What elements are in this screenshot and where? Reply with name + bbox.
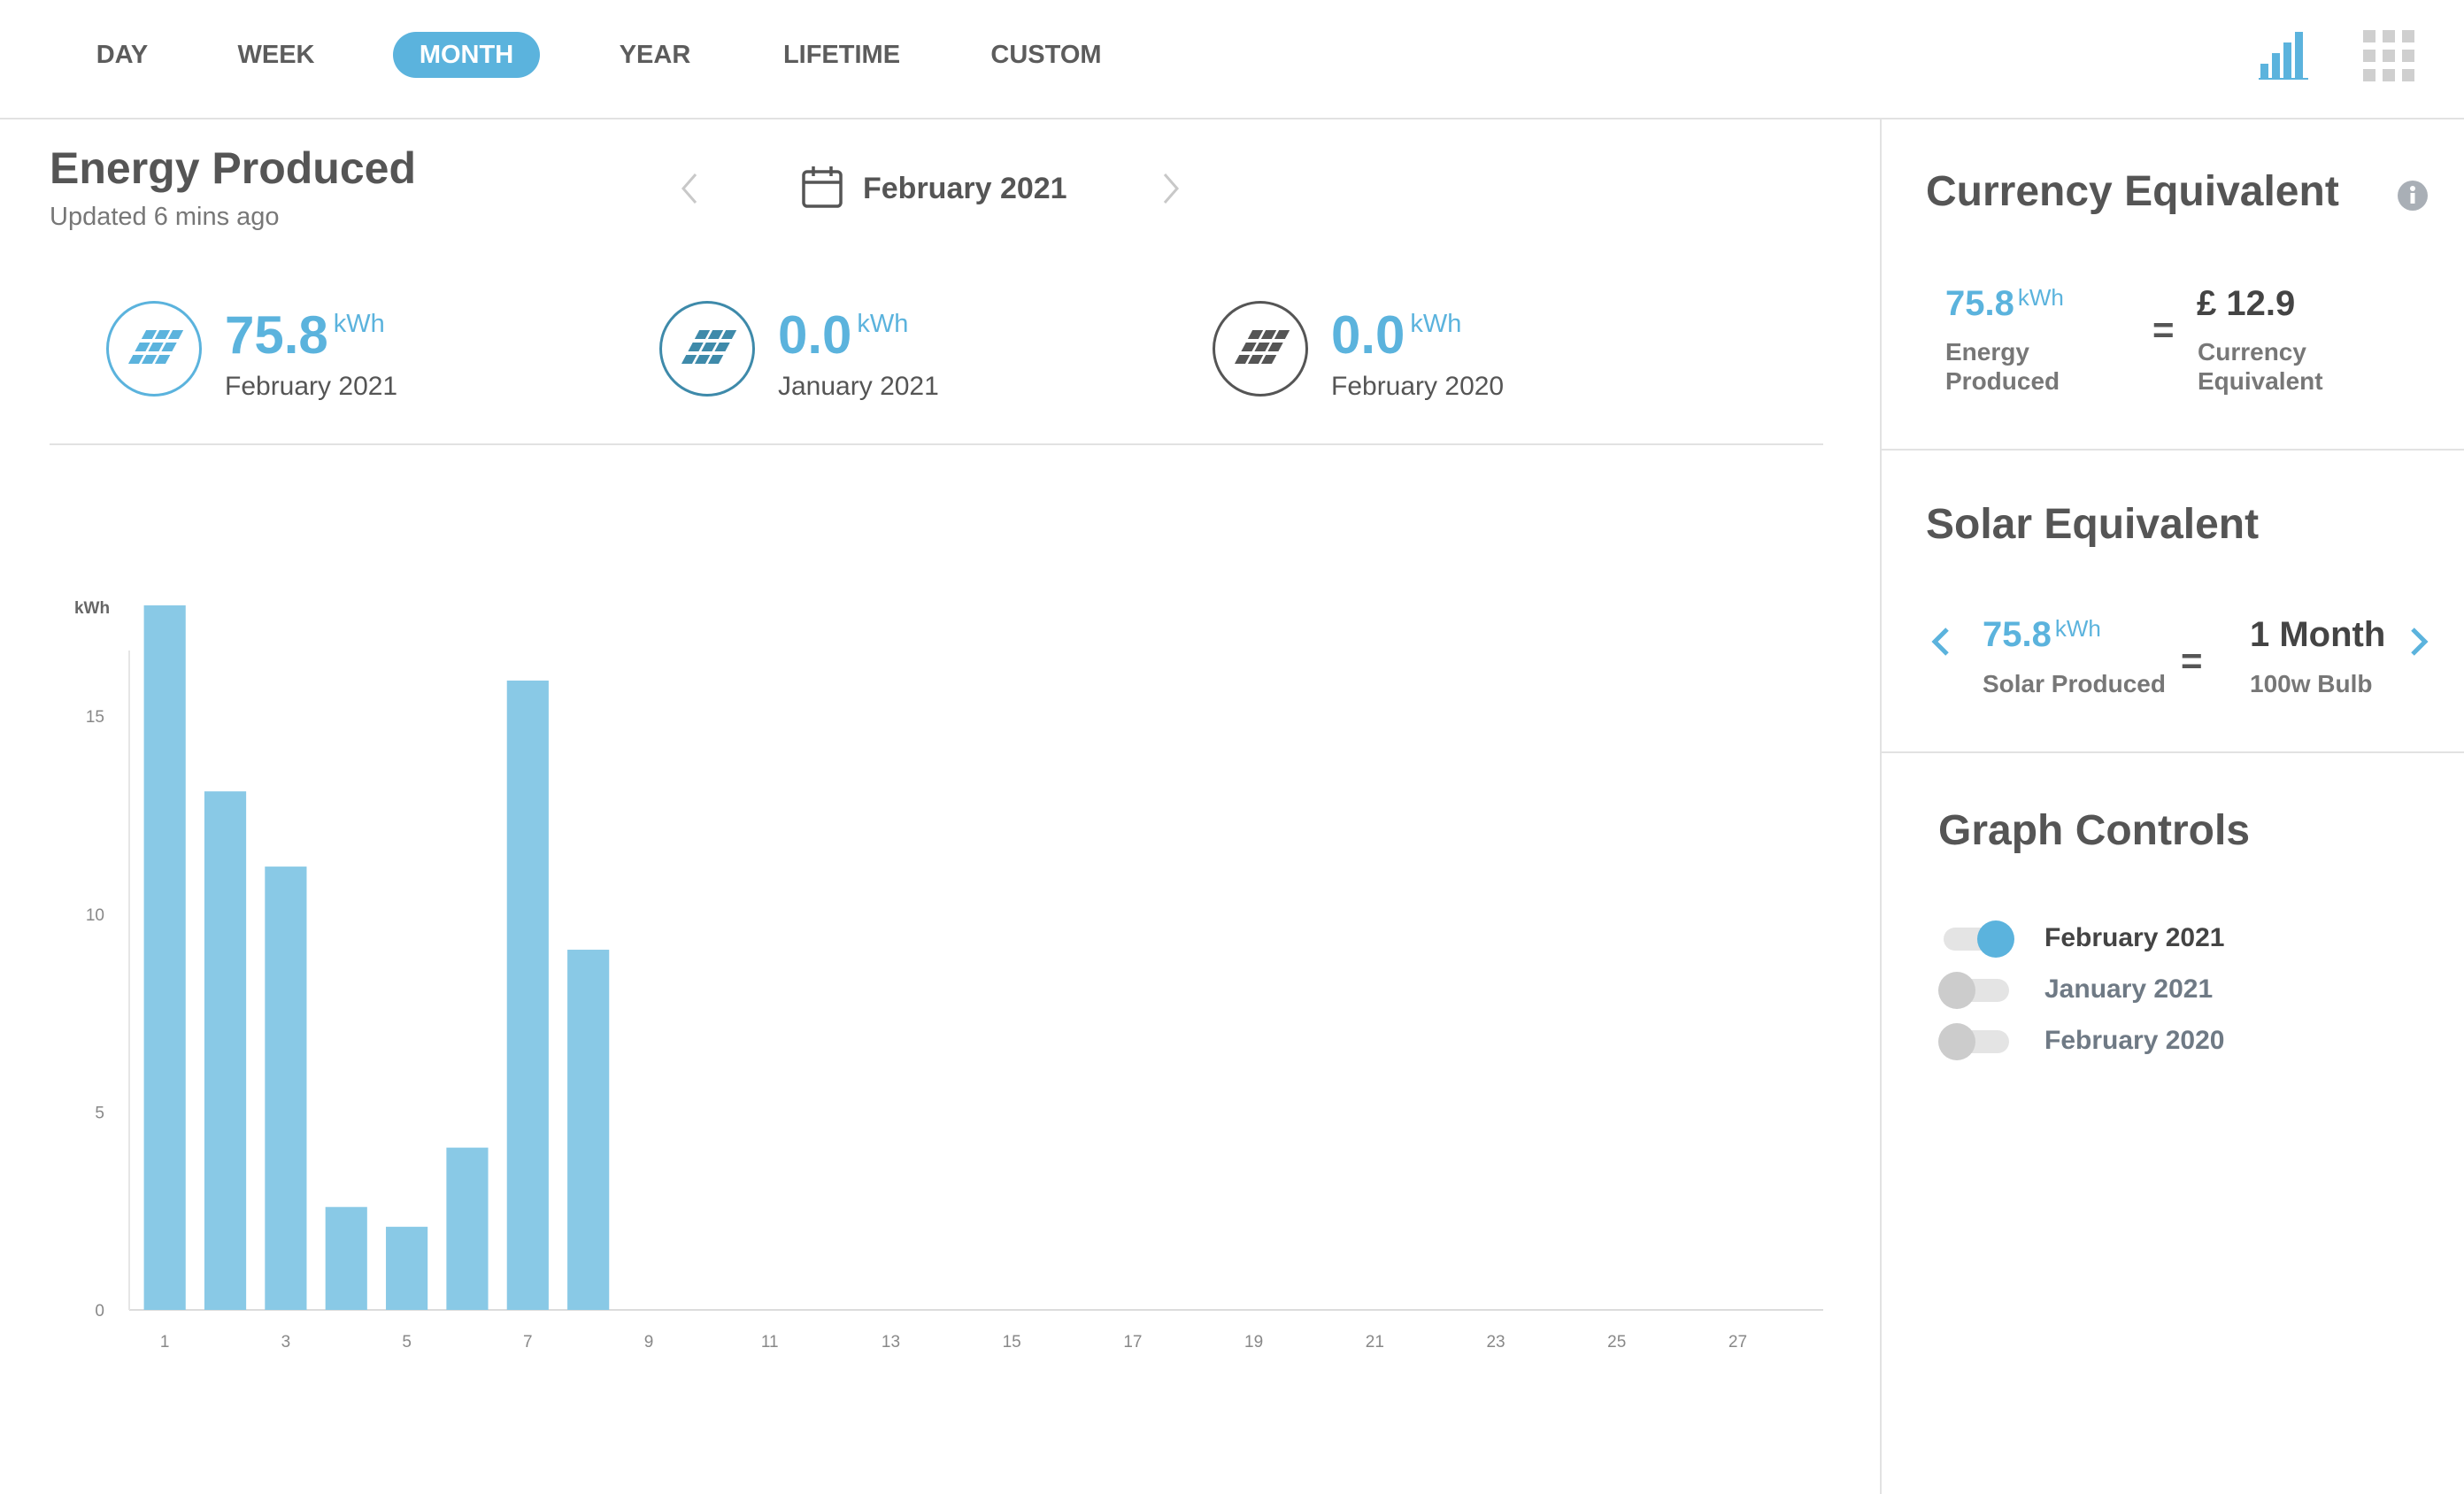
currency-result-label: Currency Equivalent bbox=[2198, 338, 2323, 395]
stat-previous-month: 0.0 kWh January 2021 bbox=[659, 301, 978, 404]
graph-controls-title: Graph Controls bbox=[1938, 807, 2251, 854]
grid-icon[interactable] bbox=[2363, 30, 2414, 81]
equals-sign: = bbox=[2152, 309, 2175, 350]
y-tick-label: 10 bbox=[86, 906, 104, 925]
y-tick-label: 0 bbox=[95, 1302, 104, 1321]
bar bbox=[506, 680, 549, 1310]
tab-day[interactable]: DAY bbox=[96, 41, 149, 69]
toggle-series-january-2021[interactable] bbox=[1938, 972, 2009, 1009]
x-tick-label: 1 bbox=[160, 1333, 170, 1352]
bar bbox=[325, 1206, 367, 1310]
next-period-arrow[interactable] bbox=[1158, 171, 1184, 206]
currency-energy-value: 75.8 kWh bbox=[1945, 284, 2064, 323]
bar bbox=[204, 791, 247, 1310]
bar bbox=[567, 950, 610, 1310]
divider bbox=[1882, 751, 2464, 753]
stat-previous-year: 0.0 kWh February 2020 bbox=[1213, 301, 1531, 404]
y-tick-label: 15 bbox=[86, 708, 104, 727]
updated-text: Updated 6 mins ago bbox=[50, 203, 280, 231]
toggle-label: February 2021 bbox=[2044, 923, 2225, 952]
x-tick-label: 25 bbox=[1607, 1333, 1626, 1352]
bar bbox=[386, 1227, 428, 1310]
info-icon[interactable] bbox=[2397, 180, 2429, 212]
prev-equivalent-arrow[interactable] bbox=[1929, 624, 1952, 659]
x-tick-label: 11 bbox=[761, 1333, 779, 1352]
tab-week[interactable]: WEEK bbox=[237, 41, 315, 69]
tab-year[interactable]: YEAR bbox=[619, 41, 691, 69]
tab-lifetime[interactable]: LIFETIME bbox=[782, 41, 901, 69]
toggle-label: January 2021 bbox=[2044, 974, 2214, 1004]
x-tick-label: 17 bbox=[1123, 1333, 1142, 1352]
x-tick-label: 7 bbox=[523, 1333, 533, 1352]
divider bbox=[50, 443, 1823, 445]
tab-month[interactable]: MONTH bbox=[393, 32, 540, 78]
x-tick-label: 21 bbox=[1366, 1333, 1384, 1352]
calendar-icon bbox=[801, 165, 843, 213]
x-tick-label: 5 bbox=[402, 1333, 412, 1352]
period-label: February 2021 bbox=[863, 171, 1067, 205]
solar-result-value: 1 Month bbox=[2250, 615, 2386, 654]
x-tick-label: 3 bbox=[281, 1333, 291, 1352]
x-tick-label: 13 bbox=[882, 1333, 900, 1352]
toggle-series-february-2021[interactable] bbox=[1944, 920, 2014, 958]
stat-label: January 2021 bbox=[778, 372, 939, 401]
side-panel: Currency Equivalent 75.8 kWh Energy Produ… bbox=[1880, 119, 2464, 1494]
prev-period-arrow[interactable] bbox=[676, 171, 703, 206]
stat-value: 0.0 kWh bbox=[778, 305, 909, 365]
solar-energy-value: 75.8 kWh bbox=[1983, 615, 2101, 654]
solar-panel-icon bbox=[659, 301, 755, 397]
currency-result-value: £ 12.9 bbox=[2197, 284, 2296, 323]
solar-energy-label: Solar Produced bbox=[1983, 670, 2166, 697]
currency-energy-label: Energy Produced bbox=[1945, 338, 2060, 395]
divider bbox=[1882, 449, 2464, 451]
x-tick-label: 9 bbox=[644, 1333, 654, 1352]
stat-value: 0.0 kWh bbox=[1331, 305, 1462, 365]
toggle-series-february-2020[interactable] bbox=[1938, 1023, 2009, 1060]
x-tick-label: 19 bbox=[1244, 1333, 1263, 1352]
bar bbox=[265, 866, 307, 1310]
tab-custom[interactable]: CUSTOM bbox=[990, 41, 1102, 69]
page-title: Energy Produced bbox=[50, 143, 416, 193]
x-tick-label: 27 bbox=[1729, 1333, 1747, 1352]
solar-title: Solar Equivalent bbox=[1926, 501, 2260, 548]
y-axis-title: kWh bbox=[74, 599, 110, 618]
solar-panel-icon bbox=[106, 301, 202, 397]
x-tick-label: 15 bbox=[1003, 1333, 1021, 1352]
toggle-label: February 2020 bbox=[2044, 1026, 2225, 1055]
solar-result-label: 100w Bulb bbox=[2250, 670, 2373, 697]
stat-label: February 2021 bbox=[225, 372, 398, 401]
y-tick-label: 5 bbox=[95, 1104, 104, 1122]
energy-produced-panel: Energy Produced Updated 6 mins ago Febru… bbox=[0, 119, 1880, 1494]
bar bbox=[143, 605, 186, 1310]
top-nav: DAY WEEK MONTH YEAR LIFETIME CUSTOM bbox=[0, 0, 2464, 119]
bar bbox=[446, 1147, 489, 1310]
equals-sign: = bbox=[2181, 640, 2203, 682]
stat-label: February 2020 bbox=[1331, 372, 1505, 401]
currency-title: Currency Equivalent bbox=[1926, 168, 2339, 215]
x-tick-label: 23 bbox=[1486, 1333, 1505, 1352]
stat-value: 75.8 kWh bbox=[225, 305, 385, 365]
bar-chart-icon[interactable] bbox=[2259, 30, 2308, 80]
stat-current: 75.8 kWh February 2021 bbox=[106, 301, 425, 404]
period-picker[interactable]: February 2021 bbox=[801, 164, 1067, 213]
solar-panel-icon bbox=[1213, 301, 1308, 397]
next-equivalent-arrow[interactable] bbox=[2407, 624, 2430, 659]
